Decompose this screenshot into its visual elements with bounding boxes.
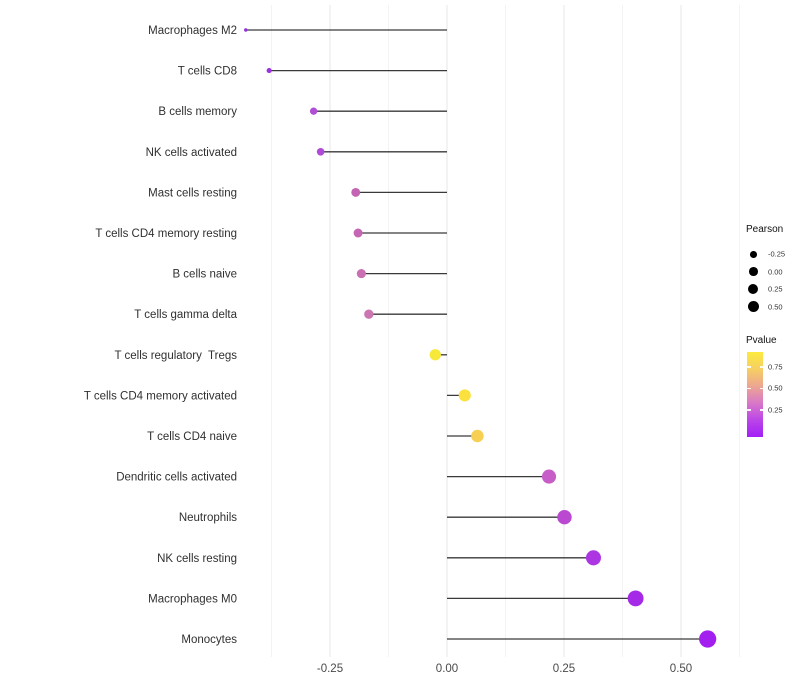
y-axis-label: T cells CD4 memory resting: [95, 228, 237, 240]
lollipop-point: [585, 550, 602, 566]
pvalue-tick-label: 0.75: [768, 362, 783, 372]
y-axis-label: Macrophages M2: [148, 25, 237, 37]
lollipop-stems: [245, 29, 708, 640]
y-axis-label: B cells naive: [172, 269, 237, 281]
y-axis-label: NK cells resting: [157, 553, 237, 565]
legend-size-key-circle: [747, 300, 759, 313]
y-axis-label: NK cells activated: [146, 147, 237, 159]
lollipop-point: [244, 28, 248, 32]
legend-size-key-label: 0.25: [768, 284, 783, 294]
x-axis-tick-label: 0.50: [670, 663, 692, 675]
pearson-legend-title: Pearson: [746, 224, 784, 235]
lollipop-point: [309, 107, 318, 115]
lollipop-point: [557, 509, 572, 525]
y-axis-label: T cells CD4 naive: [147, 431, 237, 443]
pvalue-tick-mark: [759, 387, 763, 390]
gridlines-major: [329, 5, 682, 657]
pvalue-legend-title: Pvalue: [746, 335, 777, 346]
legend-size-key-circle: [749, 267, 758, 276]
lollipop-point: [356, 269, 366, 279]
legend-size-key-label: 0.50: [768, 302, 783, 311]
y-axis-label: Dendritic cells activated: [116, 472, 237, 484]
y-axis-label: Monocytes: [181, 634, 237, 646]
lollipop-point: [471, 429, 484, 443]
gridlines-minor: [271, 5, 740, 657]
pvalue-tick-label: 0.50: [768, 383, 783, 393]
lollipop-point: [266, 68, 272, 74]
pvalue-tick-mark: [747, 387, 751, 390]
y-axis-labels: Macrophages M2 T cells CD8 B cells memory N…: [84, 25, 238, 646]
lollipop-point: [699, 630, 717, 648]
x-axis-tick-label: -0.25: [317, 663, 343, 675]
lollipop-point: [429, 349, 441, 361]
lollipop-point: [316, 148, 325, 156]
y-axis-label: Macrophages M0: [148, 593, 237, 605]
lollipop-points: [244, 28, 717, 648]
pvalue-tick-label: 0.25: [768, 405, 783, 415]
legend-size-key-circle: [748, 284, 759, 295]
y-axis-label: B cells memory: [158, 106, 237, 118]
pvalue-tick-mark: [747, 409, 751, 411]
x-axis-tick-label: 0.00: [436, 663, 458, 675]
y-axis-label: T cells CD4 memory activated: [84, 390, 237, 402]
pvalue-tick-mark: [759, 366, 763, 368]
legend-size-key-label: 0.00: [768, 267, 783, 277]
legend-size-key-circle: [750, 251, 757, 258]
lollipop-point: [364, 309, 374, 319]
lollipop-point: [351, 187, 361, 197]
lollipop-point: [627, 590, 644, 607]
x-axis-tick-label: 0.25: [553, 663, 575, 675]
y-axis-label: T cells gamma delta: [134, 309, 237, 321]
y-axis-label: T cells regulatory Tregs: [114, 350, 237, 362]
pvalue-tick-mark: [759, 409, 763, 411]
lollipop-point: [353, 228, 363, 238]
y-axis-label: T cells CD8: [178, 66, 237, 78]
y-axis-label: Neutrophils: [179, 512, 237, 524]
lollipop-point: [541, 469, 557, 484]
legend-size-key-label: -0.25: [768, 249, 786, 259]
pvalue-gradient-bar: [747, 352, 763, 437]
x-axis-tick-labels: -0.25 0.00 0.25 0.50: [317, 663, 692, 675]
lollipop-point: [458, 389, 471, 402]
pvalue-tick-mark: [747, 366, 751, 368]
y-axis-label: Mast cells resting: [148, 187, 237, 199]
